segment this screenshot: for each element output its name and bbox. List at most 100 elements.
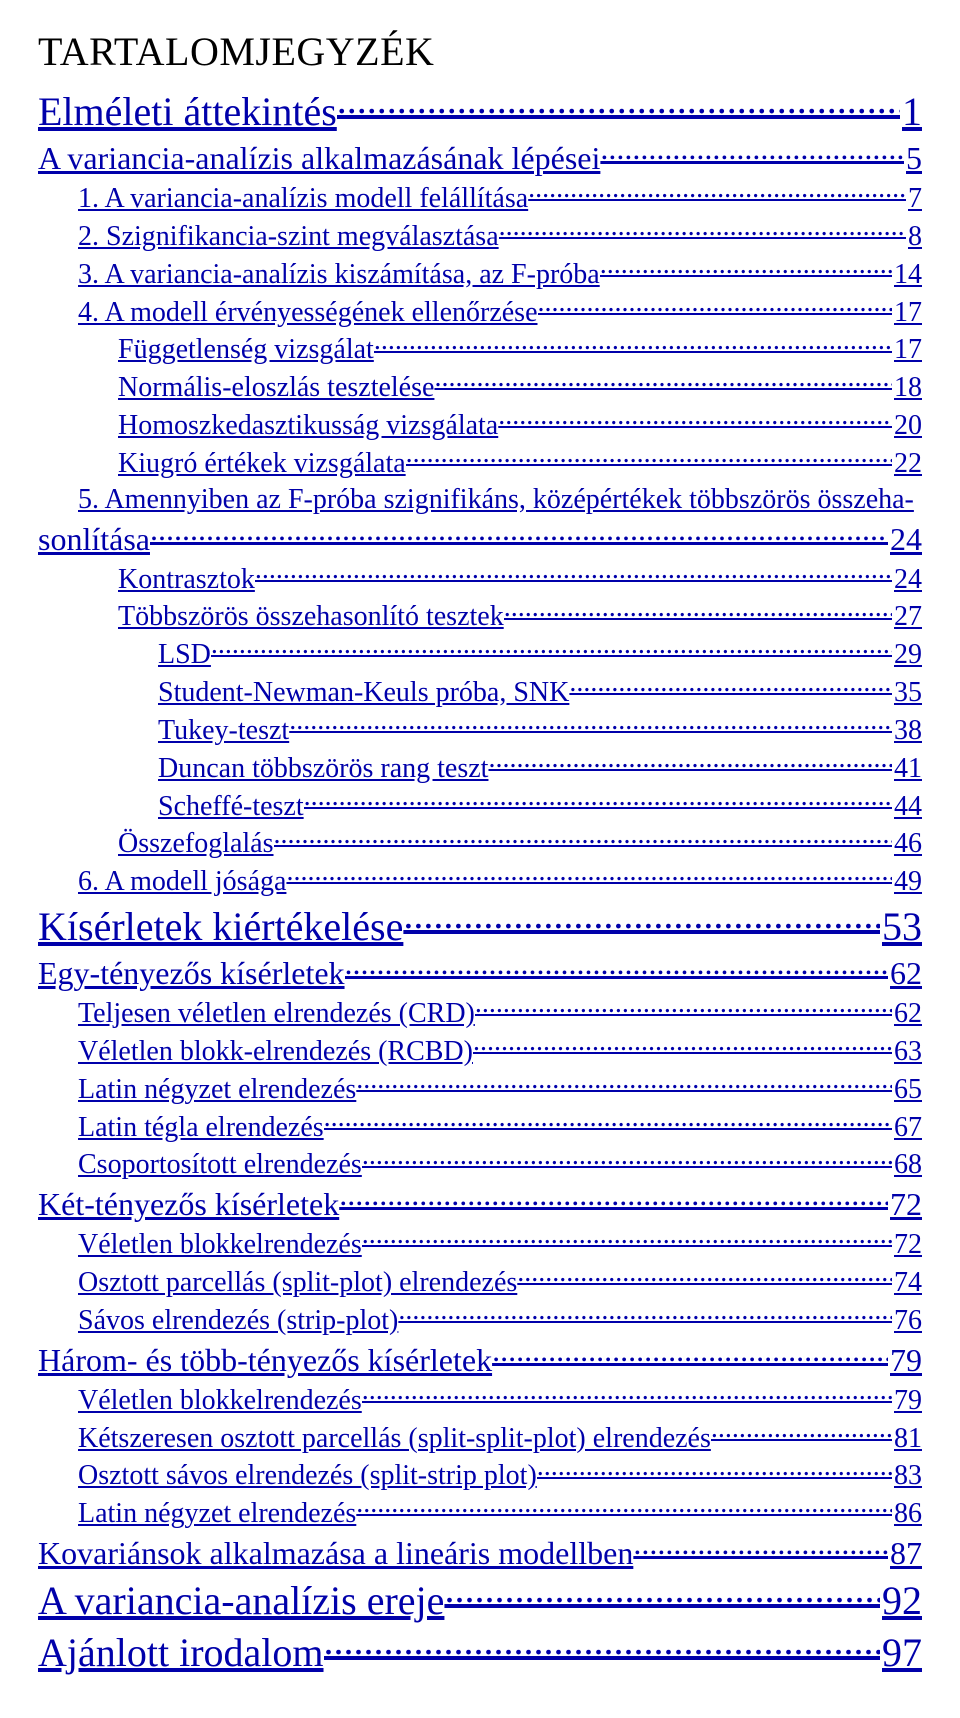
- toc-entry-text: Scheffé-teszt: [158, 789, 304, 825]
- toc-leader: [339, 1183, 888, 1215]
- toc-entry[interactable]: Kísérletek kiértékelése53: [38, 900, 922, 952]
- toc-leader: [150, 518, 888, 550]
- toc-entry-text: Osztott parcellás (split-plot) elrendezé…: [78, 1265, 517, 1301]
- toc-entry-text: 2. Szignifikancia-szint megválasztása: [78, 219, 499, 255]
- page-title: TARTALOMJEGYZÉK: [38, 28, 922, 75]
- toc-page-number: 72: [888, 1184, 922, 1225]
- toc-entry-text: Véletlen blokkelrendezés: [78, 1383, 362, 1419]
- toc-entry-text: Teljesen véletlen elrendezés (CRD): [78, 996, 475, 1032]
- toc-entry-text: 6. A modell jósága: [78, 864, 286, 900]
- toc-entry[interactable]: LSD29: [38, 635, 922, 673]
- toc-entry[interactable]: Kontrasztok 24: [38, 560, 922, 598]
- toc-entry[interactable]: Összefoglalás46: [38, 824, 922, 862]
- toc-leader: [492, 1339, 888, 1371]
- toc-leader: [473, 1032, 892, 1060]
- toc-entry[interactable]: Elméleti áttekintés1: [38, 85, 922, 137]
- toc-page-number: 24: [892, 562, 922, 598]
- toc-entry-text: Latin négyzet elrendezés: [78, 1072, 356, 1108]
- toc-entry[interactable]: 5. Amennyiben az F-próba szignifikáns, k…: [38, 482, 922, 518]
- toc-page-number: 68: [892, 1147, 922, 1183]
- toc-page-number: 74: [892, 1265, 922, 1301]
- toc-entry[interactable]: Véletlen blokkelrendezés 79: [38, 1381, 922, 1419]
- toc-leader: [406, 444, 892, 472]
- toc-entry[interactable]: Homoszkedasztikusság vizsgálata20: [38, 406, 922, 444]
- toc-leader: [600, 137, 904, 169]
- toc-entry[interactable]: Latin négyzet elrendezés 65: [38, 1070, 922, 1108]
- toc-entry[interactable]: Duncan többszörös rang teszt41: [38, 749, 922, 787]
- toc-page-number: 53: [880, 901, 922, 952]
- toc-entry[interactable]: Student-Newman-Keuls próba, SNK 35: [38, 673, 922, 711]
- toc-entry-text: Három- és több-tényezős kísérletek: [38, 1340, 492, 1381]
- toc-entry-text: Sávos elrendezés (strip-plot): [78, 1303, 398, 1339]
- toc-entry[interactable]: Két-tényezős kísérletek 72: [38, 1183, 922, 1225]
- toc-entry-text: Egy-tényezős kísérletek: [38, 953, 345, 994]
- toc-entry[interactable]: 6. A modell jósága 49: [38, 862, 922, 900]
- toc-page-number: 87: [888, 1533, 922, 1574]
- toc-leader: [324, 1626, 880, 1666]
- toc-page-number: 41: [892, 751, 922, 787]
- toc-entry[interactable]: Ajánlott irodalom97: [38, 1626, 922, 1678]
- toc-entry[interactable]: Sávos elrendezés (strip-plot)76: [38, 1301, 922, 1339]
- toc-page-number: 49: [892, 864, 922, 900]
- toc-entry[interactable]: Többszörös összehasonlító tesztek27: [38, 597, 922, 635]
- toc-entry[interactable]: Kovariánsok alkalmazása a lineáris model…: [38, 1532, 922, 1574]
- toc-entry[interactable]: Kétszeresen osztott parcellás (split-spl…: [38, 1419, 922, 1457]
- toc-entry[interactable]: Scheffé-teszt 44: [38, 787, 922, 825]
- toc-entry[interactable]: Normális-eloszlás tesztelése18: [38, 368, 922, 406]
- toc-page-number: 20: [892, 408, 922, 444]
- toc-entry[interactable]: Véletlen blokk-elrendezés (RCBD)63: [38, 1032, 922, 1070]
- toc-page-number: 5: [904, 138, 922, 179]
- toc-leader: [537, 1456, 892, 1484]
- toc-entry[interactable]: Latin négyzet elrendezés86: [38, 1494, 922, 1532]
- toc-entry-text: Összefoglalás: [118, 826, 274, 862]
- toc-entry[interactable]: 2. Szignifikancia-szint megválasztása8: [38, 217, 922, 255]
- toc-entry[interactable]: Egy-tényezős kísérletek62: [38, 952, 922, 994]
- toc-entry-text: Kiugró értékek vizsgálata: [118, 446, 406, 482]
- toc-entry[interactable]: Osztott sávos elrendezés (split-strip pl…: [38, 1456, 922, 1494]
- toc-entry-text: Kontrasztok: [118, 562, 255, 598]
- toc-page-number: 44: [892, 789, 922, 825]
- toc-entry-text: Student-Newman-Keuls próba, SNK: [158, 675, 569, 711]
- toc-leader: [569, 673, 892, 701]
- toc-entry[interactable]: A variancia-analízis ereje 92: [38, 1574, 922, 1626]
- toc-entry-text: A variancia-analízis ereje: [38, 1575, 444, 1626]
- toc-page-number: 92: [880, 1575, 922, 1626]
- toc-page-number: 65: [892, 1072, 922, 1108]
- toc-leader: [528, 179, 906, 207]
- toc-leader: [600, 255, 892, 283]
- toc-entry-text: Latin tégla elrendezés: [78, 1110, 324, 1146]
- toc-leader: [374, 330, 892, 358]
- toc-entry-text: Két-tényezős kísérletek: [38, 1184, 339, 1225]
- toc-leader: [633, 1532, 888, 1564]
- toc-page-number: 79: [892, 1383, 922, 1419]
- toc-entry-continuation[interactable]: sonlítása24: [38, 518, 922, 560]
- toc-entry[interactable]: Három- és több-tényezős kísérletek79: [38, 1339, 922, 1381]
- toc-page-number: 24: [888, 519, 922, 560]
- toc-entry[interactable]: 4. A modell érvényességének ellenőrzése1…: [38, 293, 922, 331]
- toc-entry[interactable]: Csoportosított elrendezés68: [38, 1145, 922, 1183]
- toc-entry[interactable]: Tukey-teszt38: [38, 711, 922, 749]
- toc-page-number: 86: [892, 1496, 922, 1532]
- toc-entry-text: Véletlen blokk-elrendezés (RCBD): [78, 1034, 473, 1070]
- toc-entry-text: 3. A variancia-analízis kiszámítása, az …: [78, 257, 600, 293]
- toc-leader: [345, 952, 888, 984]
- toc-entry[interactable]: 1. A variancia-analízis modell felállítá…: [38, 179, 922, 217]
- toc-entry-text: A variancia-analízis alkalmazásának lépé…: [38, 138, 600, 179]
- toc-entry[interactable]: Teljesen véletlen elrendezés (CRD)62: [38, 994, 922, 1032]
- toc-page-number: 81: [892, 1421, 922, 1457]
- toc-leader: [211, 635, 892, 663]
- toc-entry[interactable]: Osztott parcellás (split-plot) elrendezé…: [38, 1263, 922, 1301]
- toc-leader: [304, 787, 892, 815]
- toc-entry-text: Ajánlott irodalom: [38, 1627, 324, 1678]
- toc-leader: [356, 1494, 892, 1522]
- toc-entry[interactable]: Kiugró értékek vizsgálata22: [38, 444, 922, 482]
- toc-entry[interactable]: A variancia-analízis alkalmazásának lépé…: [38, 137, 922, 179]
- toc-leader: [499, 217, 906, 245]
- toc-leader: [504, 597, 892, 625]
- toc-entry[interactable]: Latin tégla elrendezés67: [38, 1108, 922, 1146]
- toc-page-number: 35: [892, 675, 922, 711]
- toc-leader: [356, 1070, 892, 1098]
- toc-entry[interactable]: Függetlenség vizsgálat17: [38, 330, 922, 368]
- toc-entry[interactable]: 3. A variancia-analízis kiszámítása, az …: [38, 255, 922, 293]
- toc-entry[interactable]: Véletlen blokkelrendezés72: [38, 1225, 922, 1263]
